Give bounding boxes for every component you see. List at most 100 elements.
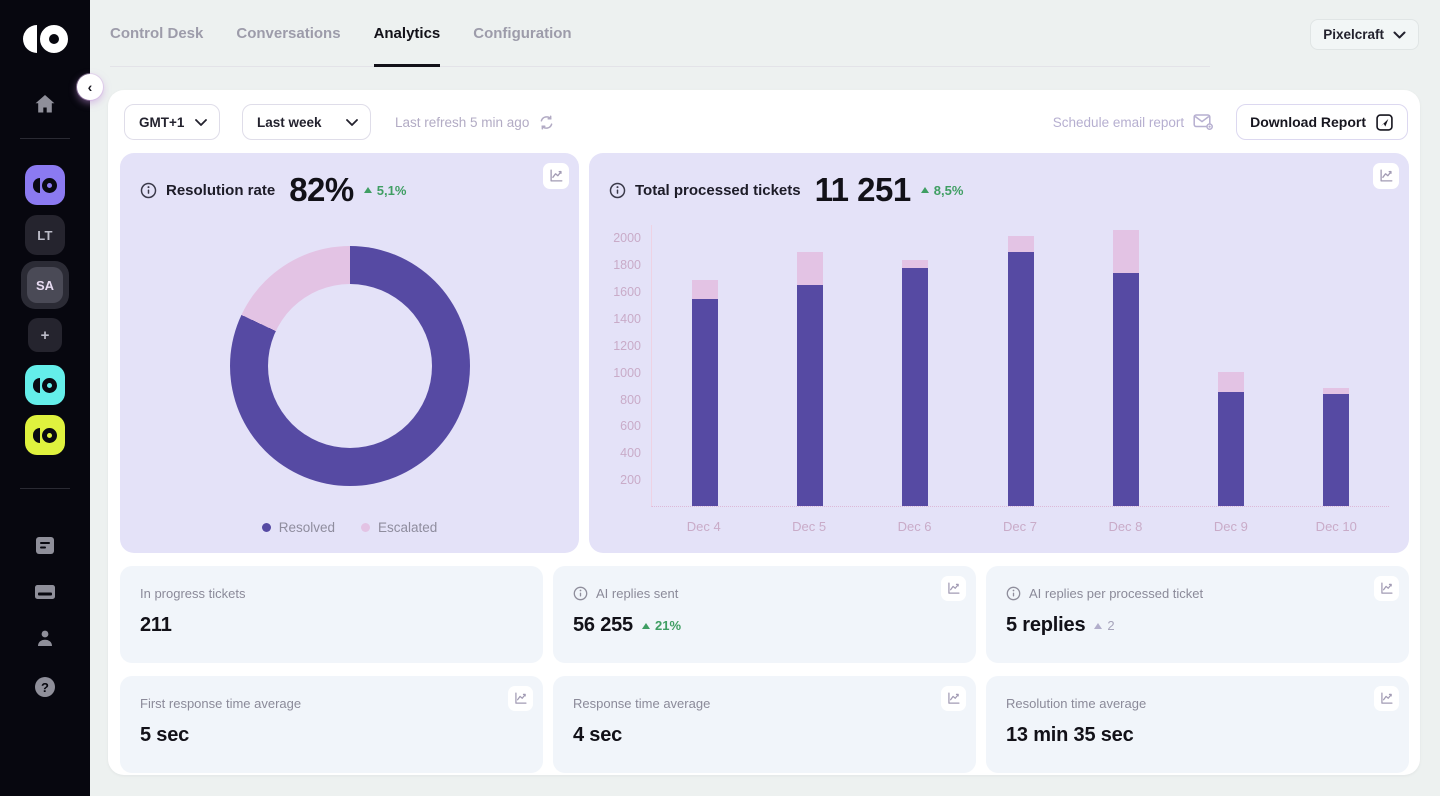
bar-segment-escalated — [691, 279, 718, 299]
workspace-logo-icon — [33, 377, 57, 393]
line-chart-icon — [550, 169, 563, 182]
bar-segment-resolved — [691, 298, 718, 506]
workspace-tile-purple[interactable] — [25, 165, 65, 205]
up-trend-icon — [920, 187, 929, 193]
y-tick-label: 400 — [620, 446, 641, 461]
resolution-rate-value: 82% — [289, 171, 354, 208]
billing-card-icon[interactable] — [34, 584, 56, 600]
workspace-switcher-button[interactable]: Pixelcraft — [1310, 19, 1419, 50]
card-title: Total processed tickets — [635, 181, 801, 199]
filters-toolbar: GMT+1 Last week Last refresh 5 min ago S… — [120, 100, 1409, 144]
y-tick-label: 800 — [620, 392, 641, 407]
up-trend-icon — [363, 187, 372, 193]
info-icon[interactable] — [1006, 586, 1021, 601]
workspace-sa-label: SA — [35, 277, 55, 293]
bar-dec-8[interactable] — [1112, 225, 1139, 506]
bar-dec-5[interactable] — [796, 225, 823, 506]
line-chart-icon — [1381, 692, 1393, 704]
schedule-email-report-label: Schedule email report — [1052, 114, 1185, 130]
info-icon[interactable] — [140, 182, 157, 199]
info-icon[interactable] — [573, 586, 588, 601]
tab-conversations[interactable]: Conversations — [236, 25, 341, 42]
stat-delta: 2 — [1107, 618, 1115, 633]
home-icon[interactable] — [34, 94, 56, 114]
response-time-card: Response time average 4 sec — [553, 676, 976, 773]
bar-dec-6[interactable] — [902, 225, 929, 506]
ai-replies-sent-card: AI replies sent 56 255 21% — [553, 566, 976, 663]
resolution-donut — [229, 245, 470, 486]
chevron-down-icon — [195, 118, 207, 126]
x-tick-label: Dec 10 — [1315, 519, 1357, 534]
tab-control-desk[interactable]: Control Desk — [110, 25, 204, 42]
download-report-button[interactable]: Download Report — [1236, 104, 1408, 140]
view-trend-chart-button[interactable] — [543, 163, 569, 189]
workspace-tile-yellow[interactable] — [25, 415, 65, 455]
tab-configuration[interactable]: Configuration — [473, 25, 572, 42]
total-tickets-value: 11 251 — [814, 171, 912, 208]
main-nav: Control Desk Conversations Analytics Config… — [110, 0, 572, 67]
last-refresh-text: Last refresh 5 min ago — [395, 114, 530, 130]
resolution-rate-delta: 5,1% — [376, 182, 407, 198]
legend-item-escalated: Escalated — [360, 520, 437, 535]
sidebar-divider — [20, 138, 70, 139]
sidebar-divider — [20, 488, 70, 489]
view-trend-chart-button[interactable] — [941, 576, 966, 601]
app-logo-half-icon — [22, 24, 37, 53]
in-progress-tickets-card: In progress tickets 211 — [120, 566, 543, 663]
bar-chart-x-axis: Dec 4 Dec 5 Dec 6 Dec 7 Dec 8 Dec 9 Dec 10 — [651, 507, 1389, 537]
stat-value: 56 255 — [573, 614, 633, 636]
refresh-icon[interactable] — [538, 114, 555, 131]
tab-analytics[interactable]: Analytics — [373, 0, 441, 67]
stat-value: 5 replies — [1006, 614, 1086, 636]
bar-segment-resolved — [1112, 273, 1139, 506]
bar-segment-escalated — [1007, 235, 1034, 252]
workspace-tile-sa-selected[interactable]: SA — [21, 261, 69, 309]
workspace-tile-cyan[interactable] — [25, 365, 65, 405]
view-trend-chart-button[interactable] — [1374, 686, 1399, 711]
bar-segment-resolved — [796, 285, 823, 506]
x-tick-label: Dec 5 — [792, 519, 827, 534]
stat-label: First response time average — [140, 696, 302, 711]
workspace-tile-lt[interactable]: LT — [25, 215, 65, 255]
schedule-email-report-button[interactable]: Schedule email report — [1053, 113, 1214, 131]
x-tick-label: Dec 9 — [1213, 519, 1248, 534]
bar-dec-4[interactable] — [691, 225, 718, 506]
account-icon[interactable] — [35, 629, 55, 648]
stat-label: In progress tickets — [140, 586, 246, 601]
info-icon[interactable] — [609, 182, 626, 199]
bar-chart-plot — [651, 225, 1389, 507]
chevron-down-icon — [1393, 31, 1406, 38]
view-trend-chart-button[interactable] — [1373, 163, 1399, 189]
bar-segment-escalated — [1218, 372, 1245, 393]
sidebar-collapse-button[interactable]: ‹ — [77, 74, 103, 100]
resolution-time-card: Resolution time average 13 min 35 sec — [986, 676, 1409, 773]
bar-dec-10[interactable] — [1323, 225, 1350, 506]
workspace-logo-icon — [33, 427, 57, 443]
help-icon[interactable]: ? — [35, 677, 55, 697]
chevron-left-icon: ‹ — [87, 79, 93, 95]
y-tick-label: 1200 — [613, 338, 641, 353]
total-tickets-delta: 8,5% — [933, 182, 964, 198]
bar-dec-7[interactable] — [1007, 225, 1034, 506]
view-trend-chart-button[interactable] — [508, 686, 533, 711]
email-schedule-icon — [1193, 114, 1214, 130]
bar-segment-resolved — [1323, 393, 1350, 506]
stat-value: 5 sec — [140, 724, 190, 746]
stat-label: AI replies sent — [596, 586, 679, 601]
add-workspace-button[interactable]: + — [28, 318, 62, 352]
view-trend-chart-button[interactable] — [941, 686, 966, 711]
download-report-label: Download Report — [1250, 114, 1366, 130]
legend-dot-icon — [360, 523, 370, 532]
daterange-select[interactable]: Last week — [242, 104, 371, 140]
line-chart-icon — [1380, 169, 1393, 182]
y-tick-label: 1800 — [613, 258, 641, 273]
line-chart-icon — [515, 692, 527, 704]
donut-hole — [267, 283, 432, 448]
bar-dec-9[interactable] — [1218, 225, 1245, 506]
view-trend-chart-button[interactable] — [1374, 576, 1399, 601]
up-trend-icon — [1094, 622, 1103, 629]
bar-segment-resolved — [1218, 392, 1245, 506]
docs-icon[interactable] — [35, 536, 55, 555]
sidebar: LT SA + ? — [0, 0, 90, 796]
timezone-select[interactable]: GMT+1 — [124, 104, 220, 140]
